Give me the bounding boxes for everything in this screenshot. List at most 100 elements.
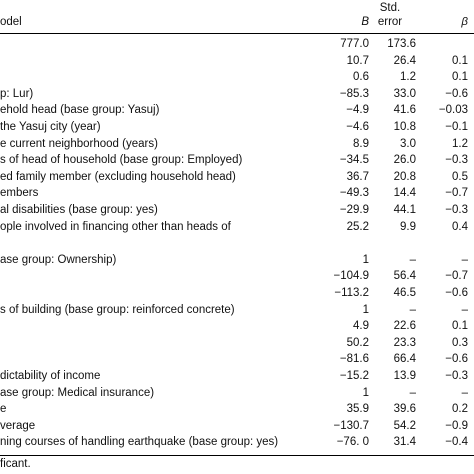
row-beta: 0.1 <box>452 71 468 84</box>
row-beta: – <box>461 253 468 266</box>
row-beta: −0.9 <box>445 419 468 432</box>
row-se: 54.2 <box>393 419 416 432</box>
row-se: 14.4 <box>393 187 416 200</box>
row-se: 20.8 <box>393 170 416 183</box>
row-b: −34.5 <box>339 154 369 167</box>
row-se: 173.6 <box>387 38 416 50</box>
row-se: 46.5 <box>393 287 416 299</box>
table-row: p: Lur) −85.3 33.0 −0.6 <box>0 87 474 101</box>
row-se: – <box>409 253 416 266</box>
row-b: 777.0 <box>340 38 369 50</box>
row-se: 3.0 <box>400 137 416 150</box>
row-beta: 0.4 <box>452 220 468 233</box>
row-beta: −0.6 <box>445 87 468 100</box>
row-beta: −0.3 <box>445 154 468 167</box>
row-b: −15.2 <box>339 370 369 382</box>
row-beta: 0.5 <box>452 170 468 183</box>
row-beta: −0.7 <box>445 270 468 283</box>
table-row: ople involved in financing other than he… <box>0 220 474 234</box>
table-row: 50.2 23.3 0.3 <box>0 336 474 350</box>
row-b: 1 <box>362 386 369 399</box>
row-beta: −0.6 <box>445 353 468 366</box>
row-se: 41.6 <box>393 104 416 117</box>
row-label: the Yasuj city (year) <box>0 121 101 133</box>
row-label: dictability of income <box>0 370 101 382</box>
table-row: 777.0 173.6 <box>0 37 474 51</box>
bottom-rule <box>0 455 474 456</box>
row-label: embers <box>0 187 39 200</box>
row-se: 1.2 <box>400 71 416 84</box>
row-beta: 0.1 <box>452 54 468 67</box>
row-se: 23.3 <box>393 336 416 349</box>
row-label: verage <box>0 419 36 432</box>
row-se: 33.0 <box>393 87 416 100</box>
row-label: ase group: Medical insurance) <box>0 386 155 399</box>
row-beta: 0.3 <box>452 336 468 349</box>
table-row: the Yasuj city (year) −4.6 10.8 −0.1 <box>0 120 474 134</box>
row-b: 1 <box>362 253 369 266</box>
table-row: −104.9 56.4 −0.7 <box>0 269 474 283</box>
header-beta: β <box>461 16 468 28</box>
row-label: ed family member (excluding household he… <box>0 170 236 183</box>
table-row: 0.6 1.2 0.1 <box>0 70 474 84</box>
table-row: ase group: Ownership) 1 – – <box>0 253 474 267</box>
row-label: e current neighborhood (years) <box>0 137 158 150</box>
table-row: e current neighborhood (years) 8.9 3.0 1.2 <box>0 137 474 151</box>
row-se: 31.4 <box>393 436 416 449</box>
row-se: 10.8 <box>393 121 416 133</box>
row-b: 4.9 <box>353 320 369 333</box>
row-b: 1 <box>362 303 369 316</box>
header-model: odel <box>0 16 22 28</box>
row-label: ehold head (base group: Yasuj) <box>0 104 160 117</box>
row-label: ning courses of handling earthquake (bas… <box>0 436 279 449</box>
row-b: −4.6 <box>346 121 369 133</box>
row-se: 26.0 <box>393 154 416 167</box>
row-b: 0.6 <box>353 71 369 84</box>
row-b: −76. 0 <box>336 436 369 449</box>
row-b: −104.9 <box>333 270 370 283</box>
table-row: −113.2 46.5 −0.6 <box>0 286 474 300</box>
row-se: 26.4 <box>393 54 416 67</box>
row-se: 66.4 <box>393 353 416 366</box>
table-row: e 35.9 39.6 0.2 <box>0 402 474 416</box>
table-header: odel B Std. error β <box>0 0 474 32</box>
table-footnote: ficant. <box>0 458 31 470</box>
row-label: s of head of household (base group: Empl… <box>0 154 243 167</box>
row-beta: 0.2 <box>452 403 468 416</box>
row-beta: −0.1 <box>445 121 468 133</box>
header-se-line1: Std. <box>379 2 401 14</box>
row-se: 44.1 <box>393 204 416 216</box>
table-row: 4.9 22.6 0.1 <box>0 319 474 333</box>
row-se: – <box>409 303 416 316</box>
table-row: s of head of household (base group: Empl… <box>0 153 474 167</box>
row-label: e <box>0 403 7 416</box>
row-label: s of building (base group: reinforced co… <box>0 303 235 316</box>
header-b: B <box>361 16 369 28</box>
table-row: ed family member (excluding household he… <box>0 170 474 184</box>
row-b: −29.9 <box>339 204 369 216</box>
row-se: 39.6 <box>393 403 416 416</box>
row-b: 50.2 <box>346 336 369 349</box>
table-row: ase group: Medical insurance) 1 – – <box>0 386 474 400</box>
header-se-line2: error <box>377 16 403 28</box>
table-row: ning courses of handling earthquake (bas… <box>0 435 474 449</box>
row-beta: −0.3 <box>445 204 468 216</box>
table-row: ehold head (base group: Yasuj) −4.9 41.6 −0… <box>0 103 474 117</box>
row-beta: – <box>461 303 468 316</box>
row-b: 10.7 <box>346 54 369 67</box>
table-row: al disabilities (base group: yes) −29.9 44… <box>0 203 474 217</box>
row-beta: −0.7 <box>445 187 468 200</box>
table-row: s of building (base group: reinforced co… <box>0 303 474 317</box>
row-label: ople involved in financing other than he… <box>0 220 231 233</box>
row-beta: −0.4 <box>445 436 468 449</box>
row-label: ase group: Ownership) <box>0 253 117 266</box>
row-label: p: Lur) <box>0 87 34 100</box>
row-b: 35.9 <box>346 403 369 416</box>
row-beta: −0.3 <box>445 370 468 382</box>
row-beta: 0.1 <box>452 320 468 333</box>
row-b: −85.3 <box>339 87 369 100</box>
row-se: – <box>409 386 416 399</box>
row-b: 8.9 <box>353 137 369 150</box>
row-b: −130.7 <box>333 419 370 432</box>
header-rule <box>0 33 474 34</box>
